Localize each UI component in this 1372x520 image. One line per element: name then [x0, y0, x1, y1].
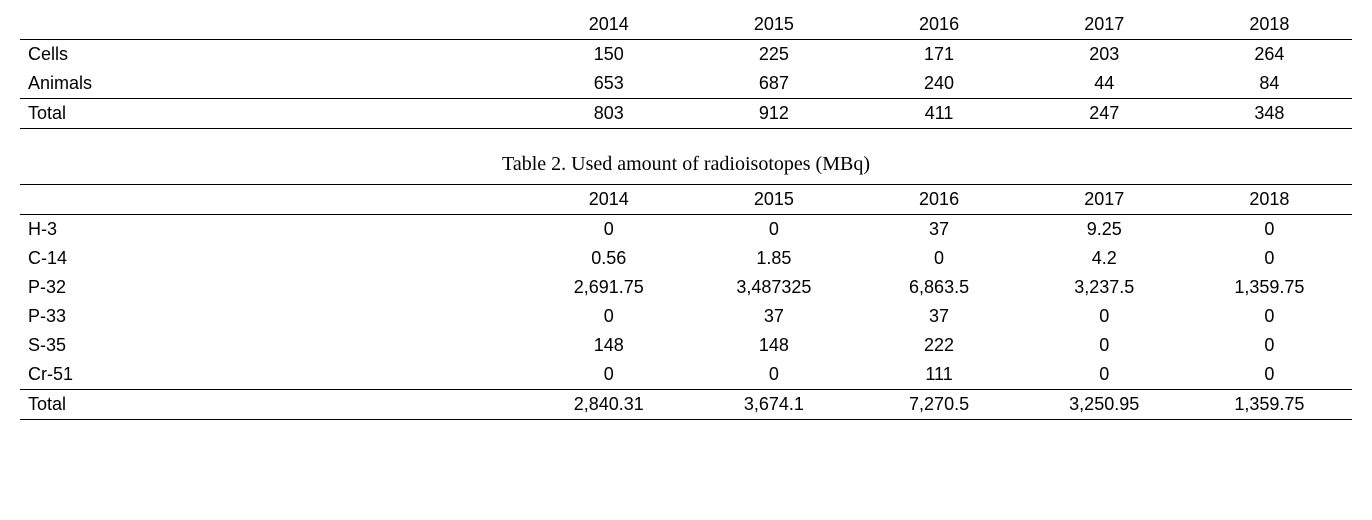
table-2-row-4-c4: 0 — [1022, 331, 1187, 360]
table-2: 2014 2015 2016 2017 2018 H-3 0 0 37 9.25… — [20, 184, 1352, 420]
table-1-row-0-c4: 203 — [1022, 40, 1187, 70]
table-2-row-5-c1: 0 — [526, 360, 691, 390]
table-row: Cr-51 0 0 111 0 0 — [20, 360, 1352, 390]
table-row: H-3 0 0 37 9.25 0 — [20, 215, 1352, 245]
table-2-header-blank — [20, 185, 526, 215]
table-1-header-row: 2014 2015 2016 2017 2018 — [20, 10, 1352, 40]
table-1-row-1-c3: 240 — [856, 69, 1021, 99]
table-2-row-4-label: S-35 — [20, 331, 526, 360]
table-2-row-0-c2: 0 — [691, 215, 856, 245]
table-1-row-1-c1: 653 — [526, 69, 691, 99]
table-1-header-2018: 2018 — [1187, 10, 1352, 40]
table-1-total-c1: 803 — [526, 99, 691, 129]
table-2-total-c2: 3,674.1 — [691, 390, 856, 420]
table-2-row-3-c3: 37 — [856, 302, 1021, 331]
table-2-row-4-c5: 0 — [1187, 331, 1352, 360]
table-2-row-2-c3: 6,863.5 — [856, 273, 1021, 302]
table-2-row-2-c2: 3,487325 — [691, 273, 856, 302]
table-2-row-1-c1: 0.56 — [526, 244, 691, 273]
table-2-row-2-label: P-32 — [20, 273, 526, 302]
table-1-row-1-c5: 84 — [1187, 69, 1352, 99]
table-2-total-label: Total — [20, 390, 526, 420]
table-2-row-4-c1: 148 — [526, 331, 691, 360]
table-1-total-c2: 912 — [691, 99, 856, 129]
table-1-header-2016: 2016 — [856, 10, 1021, 40]
table-row: Cells 150 225 171 203 264 — [20, 40, 1352, 70]
table-2-row-0-c5: 0 — [1187, 215, 1352, 245]
table-2-row-1-c2: 1.85 — [691, 244, 856, 273]
table-2-row-5-c5: 0 — [1187, 360, 1352, 390]
table-2-row-3-c4: 0 — [1022, 302, 1187, 331]
table-2-header-2015: 2015 — [691, 185, 856, 215]
table-1-row-0-c2: 225 — [691, 40, 856, 70]
table-2-total-c5: 1,359.75 — [1187, 390, 1352, 420]
table-2-header-2017: 2017 — [1022, 185, 1187, 215]
table-1-total-c3: 411 — [856, 99, 1021, 129]
table-1-row-0-c3: 171 — [856, 40, 1021, 70]
table-1-row-0-label: Cells — [20, 40, 526, 70]
table-1-header-2014: 2014 — [526, 10, 691, 40]
table-1-header-2017: 2017 — [1022, 10, 1187, 40]
table-1-header-blank — [20, 10, 526, 40]
table-2-row-3-c2: 37 — [691, 302, 856, 331]
table-2-row-0-c4: 9.25 — [1022, 215, 1187, 245]
table-1-row-0-c1: 150 — [526, 40, 691, 70]
table-1-row-1-label: Animals — [20, 69, 526, 99]
table-1-total-row: Total 803 912 411 247 348 — [20, 99, 1352, 129]
table-2-row-0-label: H-3 — [20, 215, 526, 245]
table-1-row-1-c2: 687 — [691, 69, 856, 99]
table-1-total-c4: 247 — [1022, 99, 1187, 129]
table-1: 2014 2015 2016 2017 2018 Cells 150 225 1… — [20, 10, 1352, 129]
table-2-row-5-c4: 0 — [1022, 360, 1187, 390]
table-2-total-c4: 3,250.95 — [1022, 390, 1187, 420]
table-row: Animals 653 687 240 44 84 — [20, 69, 1352, 99]
table-2-row-4-c3: 222 — [856, 331, 1021, 360]
table-2-row-2-c4: 3,237.5 — [1022, 273, 1187, 302]
table-row: S-35 148 148 222 0 0 — [20, 331, 1352, 360]
table-2-row-2-c1: 2,691.75 — [526, 273, 691, 302]
table-2-caption: Table 2. Used amount of radioisotopes (M… — [20, 153, 1352, 176]
table-2-row-0-c1: 0 — [526, 215, 691, 245]
table-2-row-5-c3: 111 — [856, 360, 1021, 390]
table-2-header-row: 2014 2015 2016 2017 2018 — [20, 185, 1352, 215]
table-2-total-c3: 7,270.5 — [856, 390, 1021, 420]
table-2-row-5-c2: 0 — [691, 360, 856, 390]
table-2-header-2018: 2018 — [1187, 185, 1352, 215]
table-2-row-1-c4: 4.2 — [1022, 244, 1187, 273]
table-2-row-1-c5: 0 — [1187, 244, 1352, 273]
table-row: P-32 2,691.75 3,487325 6,863.5 3,237.5 1… — [20, 273, 1352, 302]
table-2-row-3-c1: 0 — [526, 302, 691, 331]
table-2-row-1-c3: 0 — [856, 244, 1021, 273]
table-2-row-4-c2: 148 — [691, 331, 856, 360]
table-2-header-2016: 2016 — [856, 185, 1021, 215]
table-2-total-c1: 2,840.31 — [526, 390, 691, 420]
table-1-header-2015: 2015 — [691, 10, 856, 40]
table-1-total-c5: 348 — [1187, 99, 1352, 129]
table-1-total-label: Total — [20, 99, 526, 129]
table-row: C-14 0.56 1.85 0 4.2 0 — [20, 244, 1352, 273]
table-2-row-2-c5: 1,359.75 — [1187, 273, 1352, 302]
table-2-header-2014: 2014 — [526, 185, 691, 215]
table-2-row-5-label: Cr-51 — [20, 360, 526, 390]
table-2-row-1-label: C-14 — [20, 244, 526, 273]
table-row: P-33 0 37 37 0 0 — [20, 302, 1352, 331]
table-2-row-0-c3: 37 — [856, 215, 1021, 245]
table-1-row-0-c5: 264 — [1187, 40, 1352, 70]
table-2-row-3-c5: 0 — [1187, 302, 1352, 331]
table-1-row-1-c4: 44 — [1022, 69, 1187, 99]
table-2-row-3-label: P-33 — [20, 302, 526, 331]
table-2-total-row: Total 2,840.31 3,674.1 7,270.5 3,250.95 … — [20, 390, 1352, 420]
